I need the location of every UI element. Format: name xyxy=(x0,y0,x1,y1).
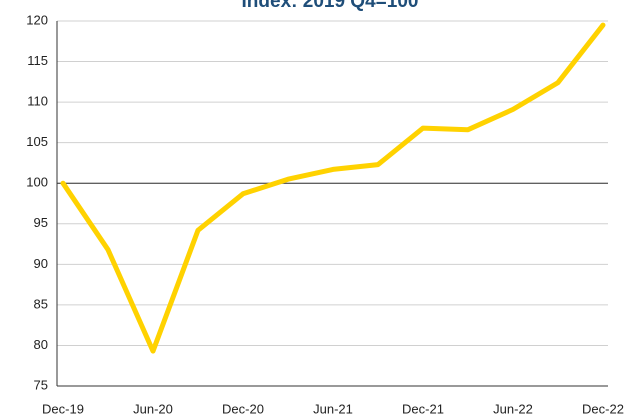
x-tick-label: Jun-20 xyxy=(133,401,173,416)
y-tick-label: 80 xyxy=(34,337,48,352)
x-tick-label: Dec-20 xyxy=(222,401,264,416)
y-tick-label: 95 xyxy=(34,215,48,230)
x-tick-label: Dec-21 xyxy=(402,401,444,416)
y-tick-label: 105 xyxy=(26,134,48,149)
chart-title: Index: 2019 Q4=100 xyxy=(242,0,419,12)
x-tick-label: Jun-21 xyxy=(313,401,353,416)
y-tick-label: 110 xyxy=(27,94,48,109)
x-tick-label: Dec-19 xyxy=(42,401,84,416)
x-tick-label: Jun-22 xyxy=(493,401,533,416)
y-tick-label: 90 xyxy=(34,256,48,271)
y-tick-label: 115 xyxy=(27,53,48,68)
y-tick-label: 100 xyxy=(26,175,48,190)
y-tick-label: 75 xyxy=(34,377,48,392)
y-tick-label: 85 xyxy=(34,296,48,311)
y-tick-label: 120 xyxy=(26,12,48,27)
data-line xyxy=(60,22,606,354)
x-tick-label: Dec-22 xyxy=(582,401,624,416)
